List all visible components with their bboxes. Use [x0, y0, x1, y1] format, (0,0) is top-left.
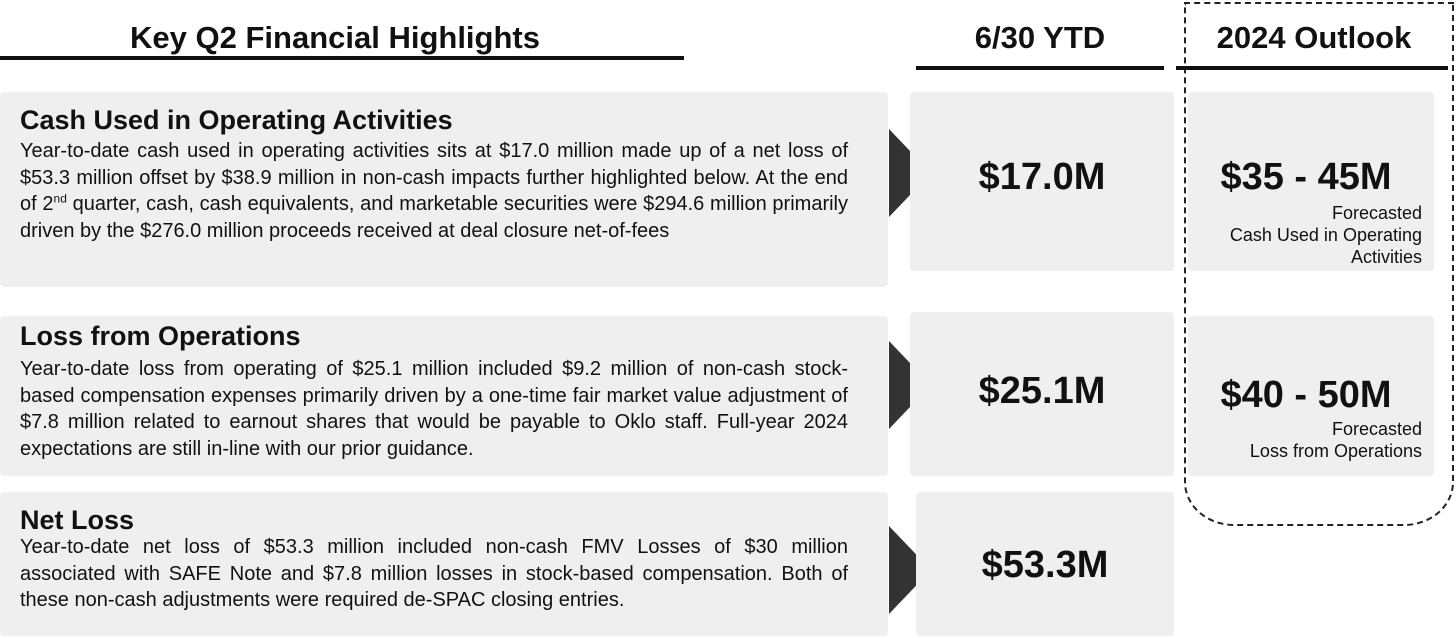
ytd-loss-operations-panel: $25.1M: [910, 312, 1174, 476]
outlook-value: $35 - 45M: [1220, 156, 1392, 198]
section-loss-operations-panel: Loss from Operations Year-to-date loss f…: [0, 316, 888, 476]
ytd-value: $25.1M: [978, 370, 1106, 412]
section-title: Loss from Operations: [20, 321, 301, 351]
ytd-column-header: 6/30 YTD: [974, 20, 1106, 55]
section-body: Year-to-date cash used in operating acti…: [20, 140, 848, 242]
outlook-cash-used-panel: $35 - 45M Forecasted Cash Used in Operat…: [1188, 92, 1434, 271]
section-body: Year-to-date net loss of $53.3 million i…: [20, 536, 848, 611]
outlook-note: Forecasted Cash Used in Operating Activi…: [1229, 203, 1422, 267]
section-body: Year-to-date loss from operating of $25.…: [20, 358, 848, 460]
section-title: Cash Used in Operating Activities: [20, 105, 453, 135]
outlook-column-header: 2024 Outlook: [1216, 20, 1412, 55]
ytd-value: $17.0M: [978, 156, 1106, 198]
outlook-underline: [1176, 66, 1448, 70]
ytd-value: $53.3M: [981, 544, 1109, 586]
ytd-underline: [916, 66, 1164, 70]
section-net-loss-panel: Net Loss Year-to-date net loss of $53.3 …: [0, 492, 888, 636]
section-title: Net Loss: [20, 505, 135, 535]
page-title: Key Q2 Financial Highlights: [130, 20, 540, 55]
ytd-net-loss-panel: $53.3M: [916, 492, 1174, 636]
section-cash-used-panel: Cash Used in Operating Activities Year-t…: [0, 92, 888, 287]
outlook-dashed-box: [1184, 2, 1454, 526]
title-underline: [0, 56, 684, 60]
ytd-cash-used-panel: $17.0M: [910, 92, 1174, 271]
outlook-note: Forecasted Loss from Operations: [1249, 419, 1422, 461]
outlook-value: $40 - 50M: [1220, 374, 1392, 416]
outlook-loss-operations-panel: $40 - 50M Forecasted Loss from Operation…: [1188, 316, 1434, 476]
ordinal-suffix: nd: [53, 191, 67, 206]
